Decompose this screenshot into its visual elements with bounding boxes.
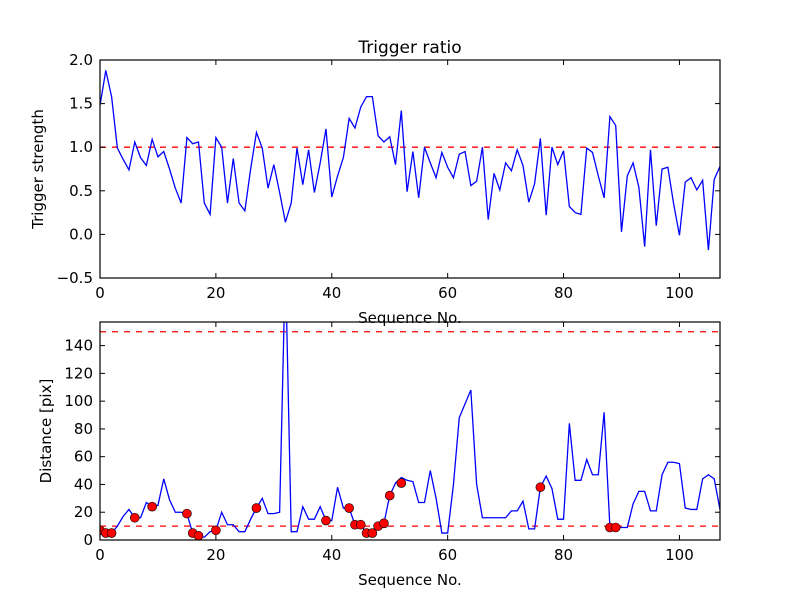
data-point-marker (344, 503, 354, 513)
data-point-marker (379, 518, 389, 529)
y-tick-label: 0 (83, 531, 93, 549)
axes-frame (99, 321, 721, 541)
data-point-marker (211, 525, 221, 536)
x-tick-label: 100 (665, 284, 694, 302)
data-point-marker (193, 531, 204, 540)
trigger-ratio-plot: 0 20 40 60 80 100 −0.5 0.0 0.5 1.0 1.5 2.0 Trigger … (29, 38, 721, 327)
y-tick-label: 80 (74, 420, 93, 438)
data-point-marker (182, 508, 192, 519)
y-tick-label: 100 (64, 392, 93, 410)
data-point-marker (355, 519, 366, 530)
x-tick-label: 20 (206, 284, 225, 302)
data-point-marker (106, 528, 117, 538)
y-axis-label: Distance [pix] (37, 379, 55, 484)
y-tick-label: 0.5 (69, 182, 93, 200)
data-point-marker (367, 528, 378, 538)
x-tick-label: 80 (554, 284, 573, 302)
y-tick-label: 120 (64, 364, 93, 382)
x-tick-label: 80 (554, 546, 573, 564)
y-tick-label: 1.5 (69, 95, 93, 113)
x-tick-label: 40 (322, 284, 341, 302)
y-tick-label: 2.0 (69, 51, 93, 69)
y-tick-label: 40 (74, 475, 93, 493)
data-point-marker (321, 515, 331, 526)
data-point-marker (384, 490, 395, 501)
x-tick-label: 60 (438, 546, 457, 564)
x-tick-label: 20 (206, 546, 225, 564)
x-tick-label: 100 (665, 546, 694, 564)
x-tick-label: 40 (322, 546, 341, 564)
series-group (100, 70, 720, 251)
y-tick-label: 20 (74, 503, 93, 521)
data-point-marker (129, 512, 140, 523)
chart-title: Trigger ratio (357, 38, 461, 58)
series-line (100, 70, 720, 251)
x-axis-label: Sequence No. (358, 309, 462, 327)
y-tick-label: −0.5 (57, 269, 93, 287)
y-tick-label: 0.0 (69, 225, 93, 243)
data-point-marker (147, 501, 157, 512)
axes-frame (99, 59, 721, 279)
x-tick-label: 0 (95, 284, 105, 302)
y-tick-label: 140 (64, 337, 93, 355)
distance-plot: 0 20 40 60 80 100 0 20 40 60 80 100 120 140 Sequence … (37, 321, 721, 589)
ticks: 0 20 40 60 80 100 0 20 40 60 80 100 120 140 (64, 322, 720, 564)
data-point-marker (251, 503, 262, 513)
data-point-marker (610, 522, 621, 533)
x-axis-label: Sequence No. (358, 571, 462, 589)
ticks: 0 20 40 60 80 100 −0.5 0.0 0.5 1.0 1.5 2.0 (57, 51, 720, 302)
data-point-marker (535, 482, 546, 493)
x-tick-label: 0 (95, 546, 105, 564)
series-group (100, 322, 720, 540)
y-axis-label: Trigger strength (29, 109, 47, 230)
y-tick-label: 60 (74, 448, 93, 466)
x-tick-label: 60 (438, 284, 457, 302)
y-tick-label: 1.0 (69, 138, 93, 156)
data-point-marker (396, 478, 407, 488)
